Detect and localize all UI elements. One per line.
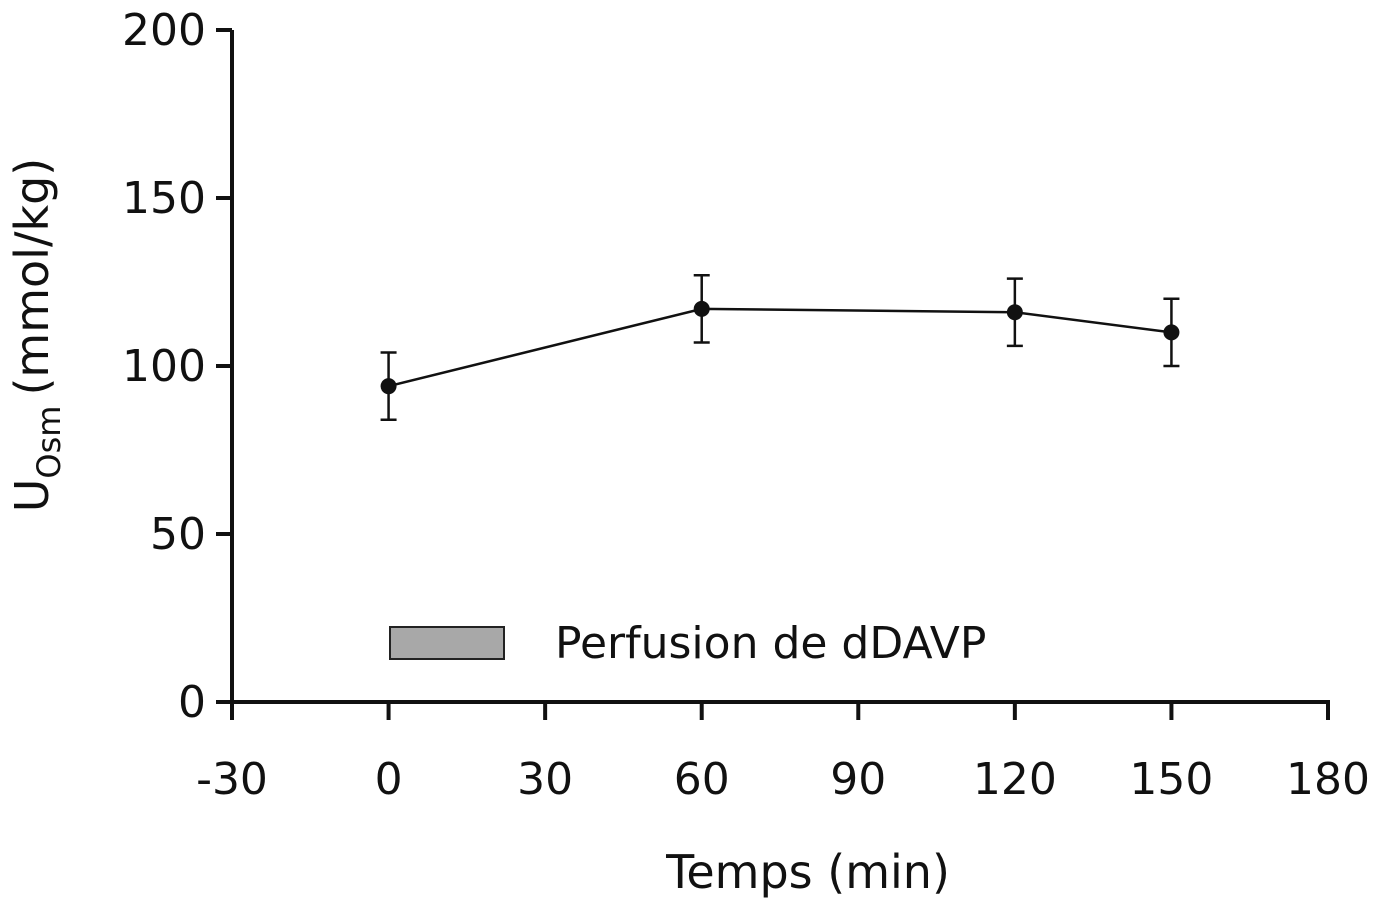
data-point [1006, 304, 1023, 321]
x-tick-label: 60 [674, 754, 730, 805]
x-tick-label: 150 [1129, 754, 1213, 805]
data-point [1163, 324, 1180, 341]
data-point [693, 300, 710, 317]
x-tick-label: 30 [517, 754, 573, 805]
axes: 0 50 100 150 200 -30 0 30 60 90 120 150 180 [122, 5, 1370, 805]
x-tick-label: 90 [830, 754, 886, 805]
y-axis-title: UOsm (mmol/kg) [5, 158, 68, 512]
x-tick-label: 0 [375, 754, 403, 805]
y-tick-label: 100 [122, 341, 206, 392]
x-axis-title: Temps (min) [665, 845, 950, 899]
x-tick-label: -30 [196, 754, 268, 805]
y-axis-title-subscript: Osm [30, 406, 68, 479]
y-axis-title-main: U [5, 479, 59, 513]
series-layer [380, 274, 1180, 422]
x-tick-label: 120 [973, 754, 1057, 805]
y-tick-label: 0 [178, 677, 206, 728]
y-tick-label: 200 [122, 5, 206, 56]
legend: Perfusion de dDAVP [389, 618, 986, 669]
legend-swatch [389, 626, 505, 660]
x-tick-label: 180 [1286, 754, 1370, 805]
data-point [380, 378, 397, 395]
y-tick-label: 50 [150, 509, 206, 560]
legend-label: Perfusion de dDAVP [555, 618, 986, 669]
y-axis-title-unit: (mmol/kg) [5, 158, 59, 396]
y-tick-label: 150 [122, 173, 206, 224]
series-line [388, 307, 1172, 388]
